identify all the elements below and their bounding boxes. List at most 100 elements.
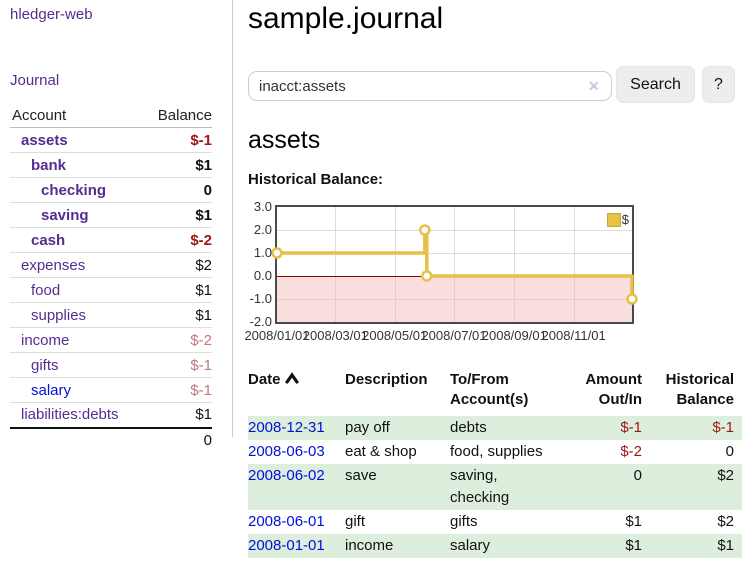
register-table: Date Description To/From Account(s) Amoun… [248,366,742,558]
sidebar-account-balance: $-1 [143,377,212,403]
sidebar-account-row: supplies $1 [10,302,212,328]
register-balance-cell: $1 [717,537,734,554]
transaction-date-link[interactable]: 2008-06-02 [248,467,325,484]
sidebar-account-cell: saving [10,202,144,228]
sidebar-account-cell: cash [10,227,144,253]
accounts-total-row: 0 [10,426,212,453]
sidebar-account-cell: liabilities:debts [10,402,144,428]
transaction-date-link[interactable]: 2008-06-01 [248,513,325,530]
gridline [454,207,455,322]
sidebar-account-balance: $-1 [143,352,212,378]
sidebar-account-cell: assets [10,127,144,153]
sidebar-account-link[interactable]: cash [31,231,66,249]
account-heading: assets [248,126,321,154]
legend-swatch-icon [606,212,621,227]
register-amount-cell: $1 [625,537,642,554]
gridline [514,207,516,322]
search-button[interactable]: Search [616,66,695,103]
sidebar-account-link[interactable]: saving [41,206,89,224]
sidebar-account-link[interactable]: bank [31,156,67,174]
main-content: sample.journal ✕ Search ? assets Histori… [244,0,742,582]
register-accounts-cell: food, supplies [450,443,543,460]
table-row: 2008-01-01 income salary $1 $1 [248,534,742,558]
register-date-cell: 2008-06-02 [248,464,345,510]
sidebar-account-balance: $1 [143,202,212,228]
sidebar-account-cell: gifts [10,352,144,378]
y-axis-tick-label: 3.0 [253,199,272,214]
help-button[interactable]: ? [702,66,735,103]
register-amount-cell: $-1 [620,419,642,436]
brand-link[interactable]: hledger-web [10,6,93,23]
sidebar-account-cell: bank [10,152,144,178]
gridline [394,207,396,322]
table-row: 2008-06-03 eat & shop food, supplies $-2 0 [248,440,742,464]
sidebar-account-balance: $1 [143,277,212,303]
clear-search-icon[interactable]: ✕ [588,78,600,94]
register-date-cell: 2008-06-03 [248,440,345,464]
sidebar-account-link[interactable]: liabilities:debts [21,406,119,424]
x-axis-tick-label: 2008/05/01 [362,328,428,343]
transaction-date-link[interactable]: 2008-06-03 [248,443,325,460]
sidebar-account-row: bank $1 [10,152,212,178]
transaction-date-link[interactable]: 2008-01-01 [248,537,325,554]
sidebar-account-link[interactable]: assets [21,131,68,149]
chart-marker [626,293,638,305]
sidebar-account-row: income $-2 [10,327,212,353]
sidebar-account-rows: assets $-1 bank $1 checking 0 saving $1 cash $-2 e… [10,127,212,428]
register-accounts-cell: saving, checking [450,467,510,506]
table-row: 2008-06-02 save saving, checking 0 $2 [248,464,742,510]
sidebar: hledger-web Journal Account Balance asse… [0,0,233,582]
accounts-table: Account Balance assets $-1 bank $1 checking 0… [10,104,212,453]
chart-marker [419,224,431,236]
sidebar-account-link[interactable]: expenses [21,256,86,274]
register-amount-cell: $-2 [620,443,642,460]
page-title: sample.journal [248,2,444,35]
sidebar-account-balance: $2 [143,252,212,278]
register-date-cell: 2008-12-31 [248,416,345,440]
table-row: 2008-12-31 pay off debts $-1 $-1 [248,416,742,440]
register-header-date[interactable]: Date [248,366,345,416]
table-row: 2008-06-01 gift gifts $1 $2 [248,510,742,534]
sidebar-account-balance: $1 [143,152,212,178]
sidebar-account-row: salary $-1 [10,377,212,403]
sidebar-account-cell: food [10,277,144,303]
register-accounts-cell: salary [450,537,491,554]
sidebar-divider [232,0,233,437]
sidebar-account-row: liabilities:debts $1 [10,402,212,428]
transaction-date-link[interactable]: 2008-12-31 [248,419,325,436]
sidebar-account-link[interactable]: food [31,281,61,299]
search-input[interactable] [248,71,612,101]
balance-chart: $ 3.0 2.0 1.0 0.0 -1.0 -2.0 2008/01/01 2008/03… [244,199,688,348]
sidebar-account-cell: checking [10,177,144,203]
sidebar-account-link[interactable]: income [21,331,70,349]
register-header-accounts: To/From Account(s) [450,371,529,408]
register-header-amount: Amount Out/In [585,371,642,408]
register-balance-cell: $-1 [712,419,734,436]
y-axis-tick-label: 2.0 [253,222,272,237]
x-axis-tick-label: 2008/07/01 [421,328,487,343]
sidebar-account-link[interactable]: supplies [31,306,87,324]
sidebar-item-journal[interactable]: Journal [10,72,60,89]
register-date-cell: 2008-01-01 [248,534,345,558]
register-header-row: Date Description To/From Account(s) Amoun… [248,366,742,416]
accounts-header-account: Account [10,104,144,128]
register-description-cell: gift [345,513,366,530]
gridline [335,207,337,322]
register-description-cell: save [345,467,377,484]
sidebar-account-balance: $-2 [143,327,212,353]
sidebar-account-link[interactable]: checking [41,181,107,199]
chart-label: Historical Balance: [248,171,384,188]
accounts-header-balance: Balance [143,104,212,128]
sidebar-account-balance: $1 [143,302,212,328]
gridline [573,207,575,322]
register-description-cell: income [345,537,394,554]
y-axis-tick-label: -2.0 [249,314,272,329]
x-axis-tick-label: 2008/01/01 [244,328,310,343]
sidebar-account-row: expenses $2 [10,252,212,278]
sidebar-account-link[interactable]: salary [31,381,72,399]
sidebar-account-link[interactable]: gifts [31,356,59,374]
register-balance-cell: $2 [717,467,734,484]
register-amount-cell: $1 [625,513,642,530]
register-header-balance: Historical Balance [665,371,734,408]
register-description-cell: eat & shop [345,443,417,460]
